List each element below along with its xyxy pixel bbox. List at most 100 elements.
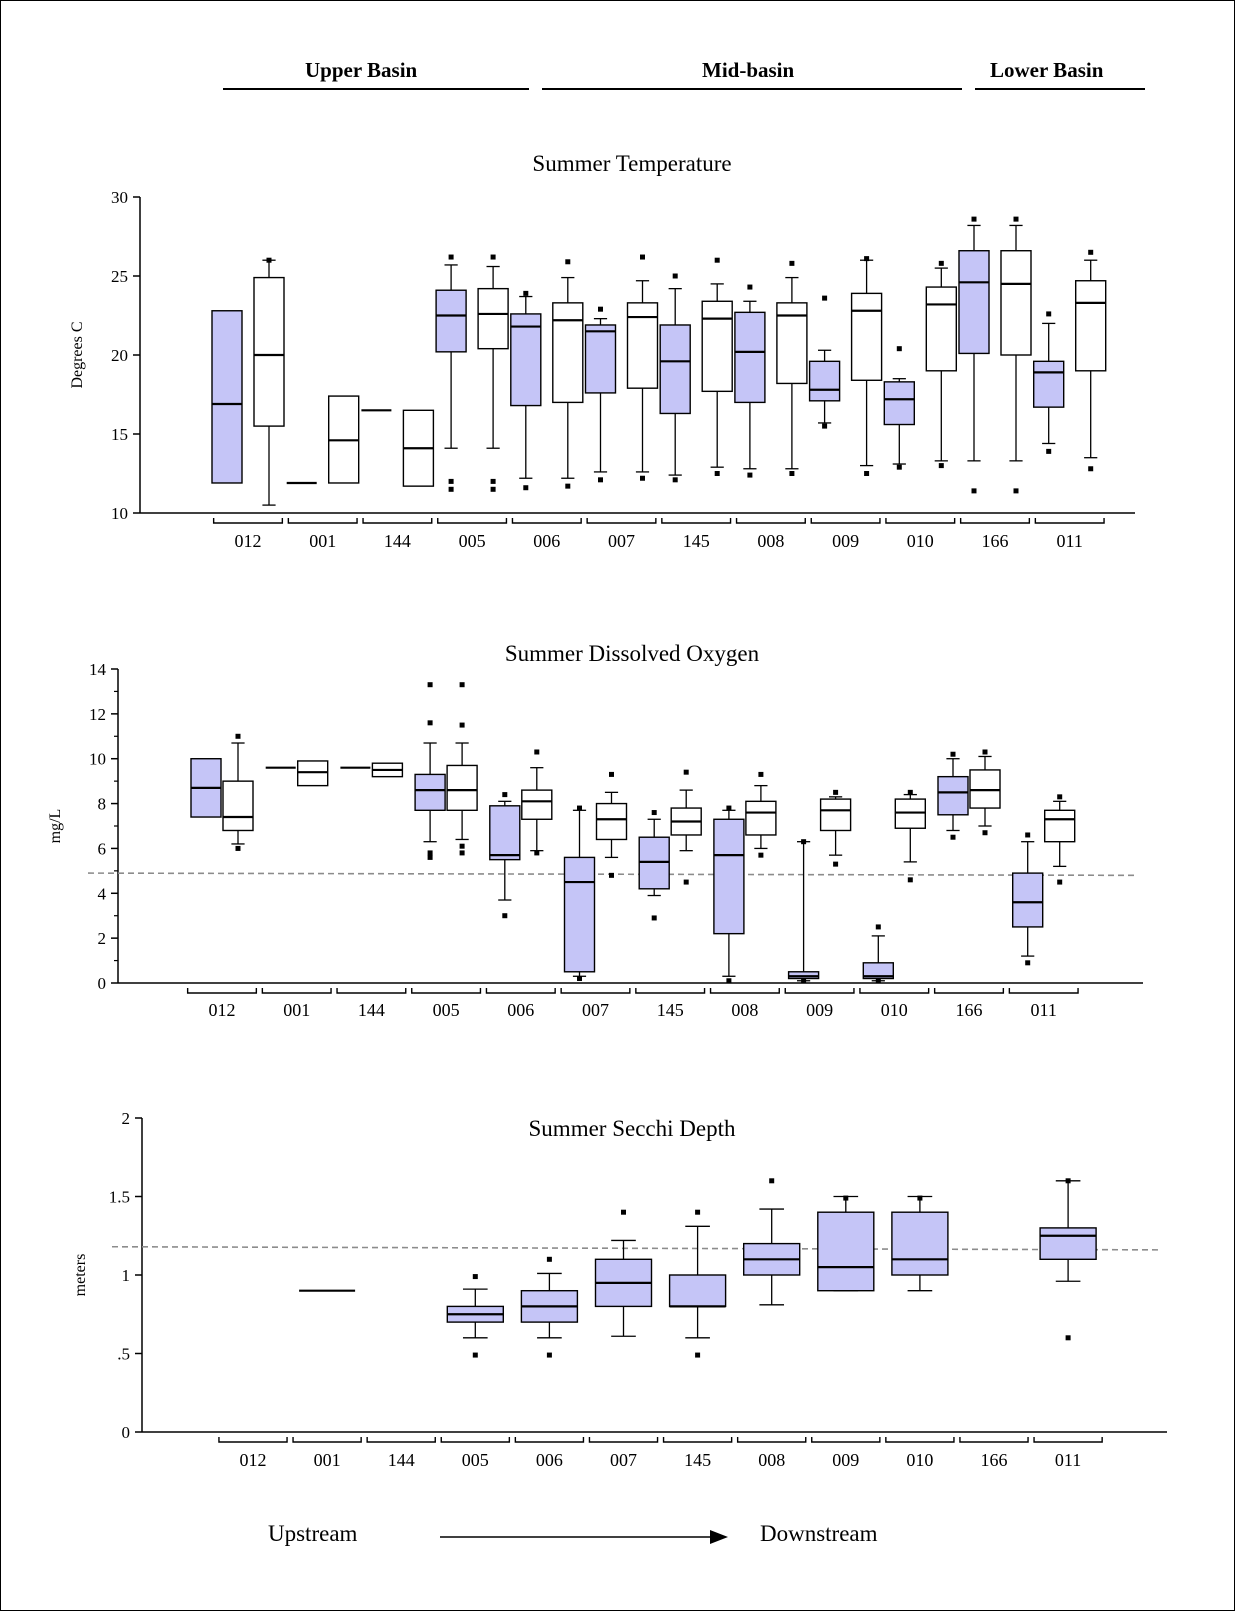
outlier-point xyxy=(459,682,465,688)
category-label: 001 xyxy=(314,1450,341,1470)
category-label: 012 xyxy=(240,1450,267,1470)
outlier-point xyxy=(747,472,753,478)
basin-label-mid: Mid-basin xyxy=(702,58,795,82)
category-bracket xyxy=(709,988,780,994)
y-axis-label: mg/L xyxy=(47,809,64,844)
outlier-point xyxy=(534,749,540,755)
category-label: 006 xyxy=(533,531,560,551)
category-label: 006 xyxy=(536,1450,563,1470)
lake-box-008 xyxy=(743,1178,801,1306)
y-tick-label: 10 xyxy=(111,504,128,523)
y-tick-label: 2 xyxy=(122,1109,131,1128)
river-box-145 xyxy=(701,257,733,476)
river-box-012 xyxy=(253,257,285,506)
category-label: 009 xyxy=(832,1450,859,1470)
box-iqr xyxy=(253,276,285,427)
outlier-point xyxy=(598,306,603,312)
category-bracket xyxy=(735,518,806,524)
category-bracket xyxy=(1033,1437,1103,1443)
box-iqr xyxy=(958,250,990,355)
lake-box-006 xyxy=(489,792,521,919)
river-box-011 xyxy=(1074,249,1107,472)
outlier-point xyxy=(235,733,241,739)
outlier-point xyxy=(714,257,720,263)
category-label: 144 xyxy=(388,1450,415,1470)
box-iqr xyxy=(817,1211,875,1292)
river-box-009 xyxy=(850,256,883,476)
category-label: 010 xyxy=(906,1450,933,1470)
category-bracket xyxy=(212,518,284,524)
dissolved-oxygen-chart: Summer Dissolved Oxygen mg/L 0 2 4 6 8 10 12 14 01… xyxy=(47,641,1143,1020)
outlier-point xyxy=(938,260,944,266)
river-box-005 xyxy=(446,682,478,856)
outlier-point xyxy=(971,488,977,494)
river-box-007 xyxy=(626,254,659,481)
outlier-point xyxy=(982,749,988,755)
chart-title: Summer Dissolved Oxygen xyxy=(505,641,760,666)
category-label: 011 xyxy=(1031,1000,1057,1020)
river-box-005 xyxy=(477,254,509,492)
category-bracket xyxy=(336,988,407,994)
outlier-point xyxy=(726,805,732,811)
outlier-point xyxy=(534,850,540,856)
river-box-166 xyxy=(1000,216,1032,494)
outlier-point xyxy=(801,839,807,845)
category-bracket xyxy=(485,988,556,994)
lake-box-010 xyxy=(883,346,915,470)
river-box-001 xyxy=(297,760,329,787)
outlier-point xyxy=(490,478,496,484)
chart-title: Summer Secchi Depth xyxy=(529,1116,736,1141)
outlier-point xyxy=(907,877,913,883)
y-tick-label: 2 xyxy=(98,929,107,948)
outlier-point xyxy=(523,485,529,491)
secchi-depth-chart: Summer Secchi Depth meters 0 .5 1 1.5 2 012 001 1… xyxy=(72,1109,1167,1470)
box-iqr xyxy=(477,287,509,350)
outlier-point xyxy=(609,771,614,777)
box-iqr xyxy=(850,292,883,381)
box-iqr xyxy=(668,1274,727,1308)
category-label: 010 xyxy=(881,1000,908,1020)
river-box-008 xyxy=(776,260,808,476)
box-iqr xyxy=(745,800,777,836)
outlier-point xyxy=(427,854,433,860)
outlier-point xyxy=(427,850,433,856)
y-tick-label: 20 xyxy=(111,346,128,365)
outlier-point xyxy=(490,254,496,260)
outlier-point xyxy=(822,423,828,429)
basin-line-lower xyxy=(975,88,1145,90)
outlier-point xyxy=(546,1352,552,1358)
outlier-point xyxy=(640,254,645,260)
box-iqr xyxy=(414,773,446,812)
outlier-point xyxy=(1025,832,1031,838)
outlier-point xyxy=(640,475,645,481)
outlier-point xyxy=(683,769,689,775)
river-box-011 xyxy=(1043,794,1076,885)
category-bracket xyxy=(218,1437,288,1443)
outlier-point xyxy=(769,1178,775,1184)
category-bracket xyxy=(514,1437,585,1443)
lake-box-011 xyxy=(1012,832,1044,966)
category-label: 006 xyxy=(507,1000,534,1020)
outlier-point xyxy=(1057,794,1063,800)
box-iqr xyxy=(1032,360,1065,408)
lake-box-145 xyxy=(638,810,670,921)
outlier-point xyxy=(695,1352,701,1358)
box-iqr xyxy=(969,769,1001,809)
lake-box-011 xyxy=(1039,1178,1097,1341)
lake-box-009 xyxy=(817,1195,875,1292)
category-bracket xyxy=(1034,518,1105,524)
outlier-point xyxy=(609,872,614,878)
category-label: 005 xyxy=(462,1450,489,1470)
category-label: 005 xyxy=(433,1000,460,1020)
y-tick-label: 6 xyxy=(98,839,107,858)
outlier-point xyxy=(864,471,870,476)
category-label: 166 xyxy=(981,1450,1008,1470)
y-tick-label: 4 xyxy=(98,884,107,903)
outlier-point xyxy=(789,471,795,476)
outlier-point xyxy=(672,273,678,279)
outlier-point xyxy=(1088,249,1094,255)
outlier-point xyxy=(801,978,807,984)
box-iqr xyxy=(734,311,766,404)
basin-label-lower: Lower Basin xyxy=(990,58,1104,82)
